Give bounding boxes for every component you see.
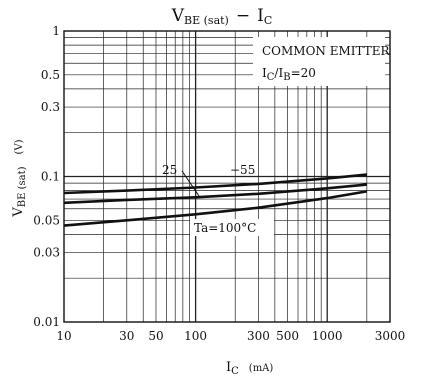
x-tick-label: 30 bbox=[119, 329, 134, 343]
y-tick-label: 0.05 bbox=[33, 213, 60, 227]
chart-title: VBE (sat) − IC bbox=[171, 6, 273, 27]
series-label-25: 25 bbox=[162, 163, 177, 177]
series-lines bbox=[63, 173, 368, 227]
annotation-ratio: IC/IB=20 bbox=[262, 66, 316, 83]
series-line-2 bbox=[63, 190, 368, 227]
x-axis-label: IC (mA) bbox=[226, 360, 273, 377]
y-tick-label: 0.03 bbox=[33, 246, 60, 260]
annotation-common-emitter: COMMON EMITTER bbox=[262, 44, 391, 58]
x-tick-label: 300 bbox=[247, 329, 270, 343]
x-tick-label: 1000 bbox=[312, 329, 343, 343]
y-tick-label: 0.01 bbox=[33, 315, 60, 329]
x-tick-labels: 10 30 50 100 300 500 1000 3000 bbox=[56, 329, 405, 343]
y-tick-label: 1 bbox=[52, 24, 60, 38]
x-tick-label: 500 bbox=[276, 329, 299, 343]
x-tick-label: 100 bbox=[184, 329, 207, 343]
series-line-0 bbox=[63, 173, 367, 195]
series-label-100: Ta=100°C bbox=[194, 221, 256, 235]
series-label-minus55: −55 bbox=[230, 163, 255, 177]
y-tick-label: 0.5 bbox=[41, 68, 60, 82]
y-axis-label: VBE (sat)(V) bbox=[11, 139, 28, 217]
series-label-25-leader bbox=[181, 170, 200, 197]
series-label-background-100 bbox=[190, 219, 274, 236]
plot-frame bbox=[63, 30, 391, 323]
y-tick-label: 0.1 bbox=[41, 170, 60, 184]
x-tick-label: 50 bbox=[148, 329, 163, 343]
x-tick-label: 3000 bbox=[375, 329, 406, 343]
y-tick-label: 0.3 bbox=[41, 100, 60, 114]
annotation-background bbox=[253, 37, 385, 86]
x-tick-label: 10 bbox=[56, 329, 71, 343]
series-line-1 bbox=[63, 183, 367, 205]
y-tick-labels: 0.01 0.03 0.05 0.1 0.3 0.5 1 bbox=[33, 24, 60, 329]
svg-text:VBE (sat)(V): VBE (sat)(V) bbox=[11, 139, 28, 217]
